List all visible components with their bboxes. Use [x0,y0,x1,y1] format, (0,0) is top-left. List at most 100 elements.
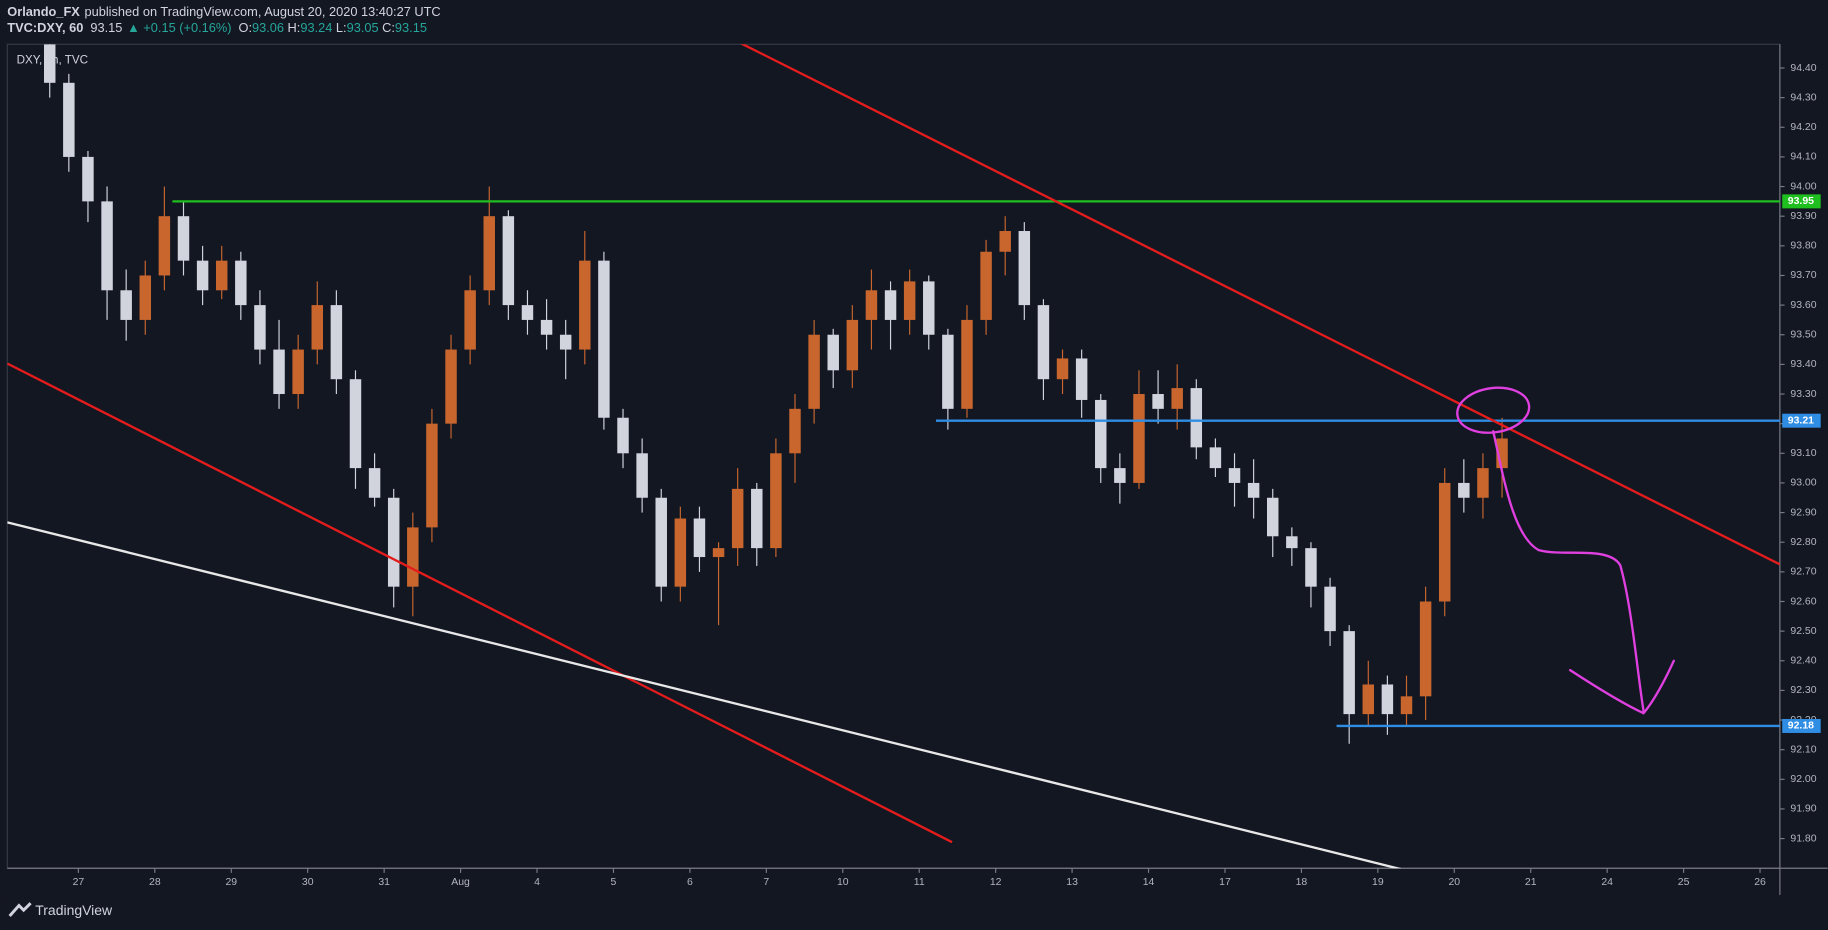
trend-line [7,521,1402,869]
trend-line [740,44,1780,566]
price-tag [1782,718,1821,733]
candle-body [502,216,515,306]
candle-body [1075,358,1088,400]
candle-body [540,319,553,335]
candle-body [120,290,132,320]
candle-body [1438,482,1451,602]
candle-body [43,44,56,83]
x-tick-label: 30 [302,877,314,888]
y-tick-label: 94.10 [1790,152,1816,163]
ohlc-label: H: [288,21,301,36]
y-tick-label: 92.60 [1790,596,1816,607]
y-tick-label: 92.40 [1790,656,1816,667]
candle-body [1152,394,1164,409]
ohlc-value: 93.05 [347,21,379,36]
y-tick-label: 93.50 [1790,330,1816,341]
candle-body [1458,482,1470,498]
candle-body [1400,696,1413,715]
candle-body [158,216,171,276]
y-tick-label: 91.90 [1790,804,1816,815]
price-tag [1782,194,1821,209]
candle-body [1228,468,1241,483]
candle-body [196,260,209,291]
price-tag-label: 93.21 [1788,415,1814,426]
candle-body [693,518,706,558]
candle-body [177,216,190,261]
y-tick-label: 92.80 [1790,537,1816,548]
published: published on TradingView.com, August 20,… [85,4,441,19]
candle-body [903,281,916,320]
y-tick-label: 93.10 [1790,448,1816,459]
candle-body [579,260,591,350]
plot: DXY, 1h, TVC [7,44,1780,869]
candle-body [1343,631,1355,715]
y-tick-label: 92.70 [1790,567,1816,578]
candle-body [407,527,419,587]
candle-body [1209,447,1222,469]
candle-body [1286,536,1298,549]
ohlc-label: L: [336,21,347,36]
x-tick-label: 13 [1066,877,1078,888]
x-tick-label: 19 [1372,877,1384,888]
ohlc-label: C: [382,21,395,36]
candle-body [82,156,94,202]
y-tick-label: 93.60 [1790,300,1816,311]
x-tick-label: 24 [1601,877,1613,888]
logo [8,902,32,917]
candle-body [731,488,744,549]
candle-body [655,497,667,587]
candle-body [674,518,687,587]
arrow-drawing [1492,430,1645,713]
x-tick-label: 6 [687,877,693,888]
y-tick-label: 94.20 [1790,122,1816,133]
candle-body [751,488,763,549]
candle-body [330,305,343,380]
publisher: Orlando_FX [7,4,80,19]
y-tick-label: 94.00 [1790,181,1816,192]
candle-body [1324,586,1336,632]
x-tick-label: 26 [1754,877,1766,888]
candle-body [1018,231,1031,306]
candle-body [617,417,629,454]
y-tick-label: 92.90 [1790,507,1816,518]
candle-body [254,305,266,350]
candle-body [770,453,782,549]
candle-body [1037,305,1050,380]
y-tick-label: 93.90 [1790,211,1816,222]
y-tick-label: 92.50 [1790,626,1816,637]
candle-body [961,319,973,409]
x-tick-label: 5 [611,877,617,888]
ohlc-value: 93.24 [300,21,332,36]
y-tick-label: 92.30 [1790,685,1816,696]
y-tick-label: 91.80 [1790,833,1816,844]
price-tag-label: 93.95 [1788,196,1814,207]
candle-body [235,260,247,306]
candle-body [311,305,323,350]
footer-brand: TradingView [35,902,113,918]
x-tick-label: 4 [534,877,540,888]
candle-body [1095,399,1107,469]
candle-body [999,231,1011,252]
candle-body [1362,684,1375,715]
candle-body [846,319,859,371]
x-tick-label: 21 [1525,877,1537,888]
candle-body [139,275,152,320]
candle-body [789,408,801,454]
y-tick-label: 93.30 [1790,389,1816,400]
candle-body [215,260,228,291]
x-tick-label: 29 [225,877,237,888]
last-price: 93.15 [90,21,122,36]
x-tick-label: 28 [149,877,161,888]
price-tag [1782,413,1821,428]
x-tick-label: Aug [451,877,470,888]
candle-body [368,468,381,498]
candle-body [1305,548,1317,587]
candle-body [1496,438,1508,469]
plot-area [6,43,1781,869]
candle-body [483,216,495,291]
candle-body [827,334,839,371]
candle-body [884,290,897,320]
candle-body [1381,684,1394,715]
y-tick-label: 93.40 [1790,359,1816,370]
y-tick-label: 93.00 [1790,478,1816,489]
